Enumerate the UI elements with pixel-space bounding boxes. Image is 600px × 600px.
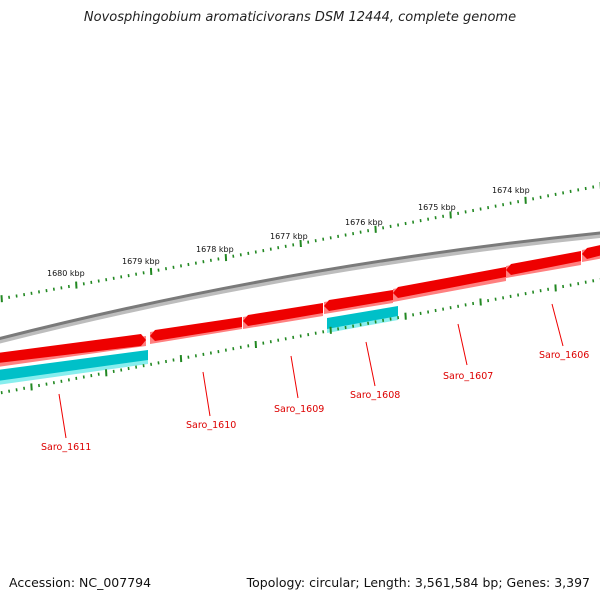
leader-saro-1609 [290, 355, 299, 399]
label-leaders [58, 303, 564, 439]
scale-label-1678: 1678 kbp [196, 245, 234, 254]
leader-saro-1606 [551, 303, 564, 347]
leader-saro-1608 [365, 341, 376, 387]
label-saro-1608: Saro_1608 [350, 390, 400, 401]
forward-genes [0, 243, 600, 368]
scale-label-1674: 1674 kbp [492, 186, 530, 195]
gene-labels: Saro_1606 Saro_1607 Saro_1608 Saro_1609 … [41, 350, 589, 453]
outer-scale [0, 182, 600, 303]
backbone [0, 231, 600, 344]
gene-saro-1610[interactable] [150, 317, 242, 344]
leader-saro-1611 [58, 393, 67, 439]
gene-saro-1609[interactable] [243, 303, 323, 329]
gene-saro-1611[interactable] [0, 350, 148, 386]
label-saro-1609: Saro_1609 [274, 404, 324, 415]
scale-label-1675: 1675 kbp [418, 203, 456, 212]
scale-label-1676: 1676 kbp [345, 218, 383, 227]
map-title: Novosphingobium aromaticivorans DSM 1244… [83, 10, 517, 25]
inner-scale [0, 277, 600, 395]
scale-labels: 1680 kbp 1679 kbp 1678 kbp 1677 kbp 1676… [47, 186, 530, 278]
footer-accession: Accession: NC_007794 [9, 575, 152, 590]
gene-saro-1607[interactable] [393, 267, 506, 302]
scale-label-1679: 1679 kbp [122, 257, 160, 266]
gene-saro-1606[interactable] [506, 251, 581, 278]
label-saro-1611: Saro_1611 [41, 442, 91, 453]
gene-forward-left[interactable] [0, 334, 146, 368]
leader-saro-1610 [202, 371, 211, 417]
gene-forward-right-edge[interactable] [582, 243, 600, 262]
scale-label-1677: 1677 kbp [270, 232, 308, 241]
label-saro-1607: Saro_1607 [443, 371, 493, 382]
gene-forward-1608-region[interactable] [324, 290, 393, 314]
label-saro-1610: Saro_1610 [186, 420, 236, 431]
label-saro-1606: Saro_1606 [539, 350, 589, 361]
scale-label-1680: 1680 kbp [47, 269, 85, 278]
leader-saro-1607 [457, 323, 468, 366]
footer-topology: Topology: circular; Length: 3,561,584 bp… [246, 575, 590, 590]
